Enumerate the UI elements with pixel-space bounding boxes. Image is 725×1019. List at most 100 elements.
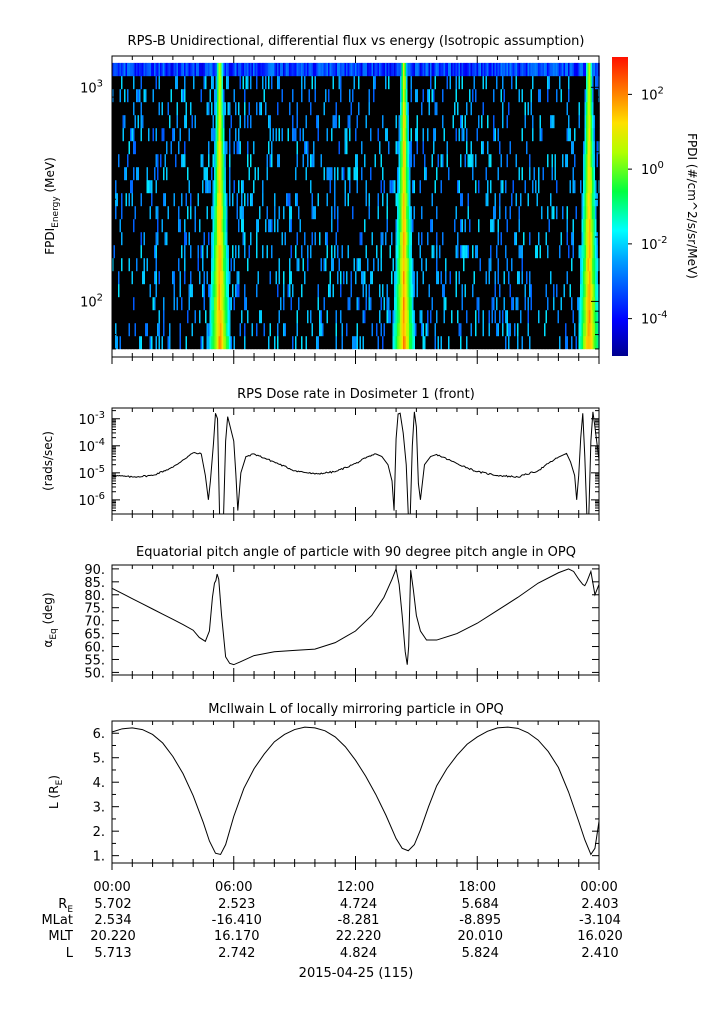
spectrogram-cell <box>436 153 438 168</box>
spectrogram-cell <box>151 62 153 77</box>
spectrogram-cell <box>295 192 297 207</box>
spectrogram-cell <box>317 231 320 246</box>
spectrogram-cell <box>286 296 288 311</box>
spectrogram-cell <box>376 62 378 77</box>
spectrogram-cell <box>227 257 230 272</box>
spectrogram-cell <box>358 179 360 194</box>
spectrogram-cell <box>136 257 138 272</box>
spectrogram-cell <box>274 322 276 337</box>
spectrogram-cell <box>296 153 299 168</box>
spectrogram-cell <box>124 244 126 259</box>
spectrogram-cell <box>338 309 341 324</box>
spectrogram-cell <box>128 322 131 337</box>
spectrogram-cell <box>397 75 399 90</box>
spectrogram-cell <box>281 114 284 129</box>
spectrogram-cell <box>341 270 344 285</box>
spectrogram-cell <box>365 179 368 194</box>
spectrogram-cell <box>206 205 209 220</box>
spectrogram-cell <box>145 231 147 246</box>
spectrogram-cell <box>283 62 285 77</box>
spectrogram-cell <box>398 322 401 337</box>
spectrogram-cell <box>437 140 440 155</box>
spectrogram-cell <box>278 153 281 168</box>
spectrogram-cell <box>131 127 134 142</box>
spectrogram-cell <box>241 179 243 194</box>
spectrogram-cell <box>211 218 213 233</box>
spectrogram-cell <box>221 88 224 103</box>
spectrogram-cell <box>368 257 371 272</box>
spectrogram-cell <box>433 322 435 337</box>
spectrogram-cell <box>386 218 389 233</box>
spectrogram-cell <box>247 270 249 285</box>
spectrogram-cell <box>173 114 176 129</box>
spectrogram-cell <box>275 88 278 103</box>
spectrogram-cell <box>323 257 326 272</box>
spectrogram-cell <box>350 153 353 168</box>
spectrogram-cell <box>193 244 195 259</box>
spectrogram-cell <box>190 166 192 181</box>
spectrogram-cell <box>421 166 423 181</box>
spectrogram-cell <box>169 166 171 181</box>
spectrogram-cell <box>442 140 444 155</box>
spectrogram-cell <box>400 231 402 246</box>
spectrogram-cell <box>425 127 428 142</box>
spectrogram-cell <box>304 62 306 77</box>
spectrogram-cell <box>326 140 329 155</box>
spectrogram-cell <box>385 75 387 90</box>
spectrogram-cell <box>202 335 204 350</box>
spectrogram-cell <box>406 140 408 155</box>
spectrogram-cell <box>428 322 431 337</box>
spectrogram-cell <box>446 270 449 285</box>
spectrogram-cell <box>418 231 420 246</box>
spectrogram-cell <box>442 257 444 272</box>
spectrogram-cell <box>169 179 171 194</box>
spectrogram-cell <box>302 205 305 220</box>
spectrogram-cell <box>215 62 218 77</box>
spectrogram-cell <box>205 192 207 207</box>
spectrogram-cell <box>436 62 438 77</box>
spectrogram-cell <box>233 179 236 194</box>
spectrogram-cell <box>152 153 155 168</box>
spectrogram-cell <box>136 62 138 77</box>
spectrogram-cell <box>437 75 440 90</box>
spectrogram-cell <box>370 231 372 246</box>
spectrogram-cell <box>394 153 396 168</box>
spectrogram-cell <box>283 335 285 350</box>
spectrogram-cell <box>280 270 282 285</box>
spectrogram-cell <box>361 114 363 129</box>
spectrogram-cell <box>289 205 291 220</box>
spectrogram-cell <box>269 309 272 324</box>
spectrogram-cell <box>373 114 375 129</box>
spectrogram-cell <box>262 140 264 155</box>
spectrogram-cell <box>340 205 342 220</box>
spectrogram-cell <box>200 244 203 259</box>
spectrogram-cell <box>388 205 390 220</box>
spectrogram-cell <box>374 127 377 142</box>
spectrogram-cell <box>302 88 305 103</box>
spectrogram-cell <box>131 270 134 285</box>
spectrogram-cell <box>206 322 209 337</box>
spectrogram-cell <box>128 205 131 220</box>
spectrogram-cell <box>346 140 348 155</box>
spectrogram-cell <box>358 335 360 350</box>
spectrogram-cell <box>326 153 329 168</box>
spectrogram-cell <box>307 101 309 116</box>
spectrogram-cell <box>197 114 200 129</box>
spectrogram-cell <box>149 140 152 155</box>
spectrogram-cell <box>170 283 173 298</box>
spectrogram-cell <box>278 127 281 142</box>
spectrogram-cell <box>115 309 117 324</box>
spectrogram-cell <box>119 179 122 194</box>
spectrogram-cell <box>334 140 336 155</box>
spectrogram-cell <box>130 192 132 207</box>
spectrogram-cell <box>365 244 368 259</box>
spectrogram-cell <box>340 270 342 285</box>
spectrogram-cell <box>335 270 338 285</box>
spectrogram-cell <box>211 153 213 168</box>
spectrogram-cell <box>175 244 177 259</box>
spectrogram-cell <box>425 309 428 324</box>
spectrogram-cell <box>118 127 120 142</box>
spectrogram-cell <box>152 166 155 181</box>
spectrogram-cell <box>229 270 231 285</box>
spectrogram-cell <box>373 101 375 116</box>
